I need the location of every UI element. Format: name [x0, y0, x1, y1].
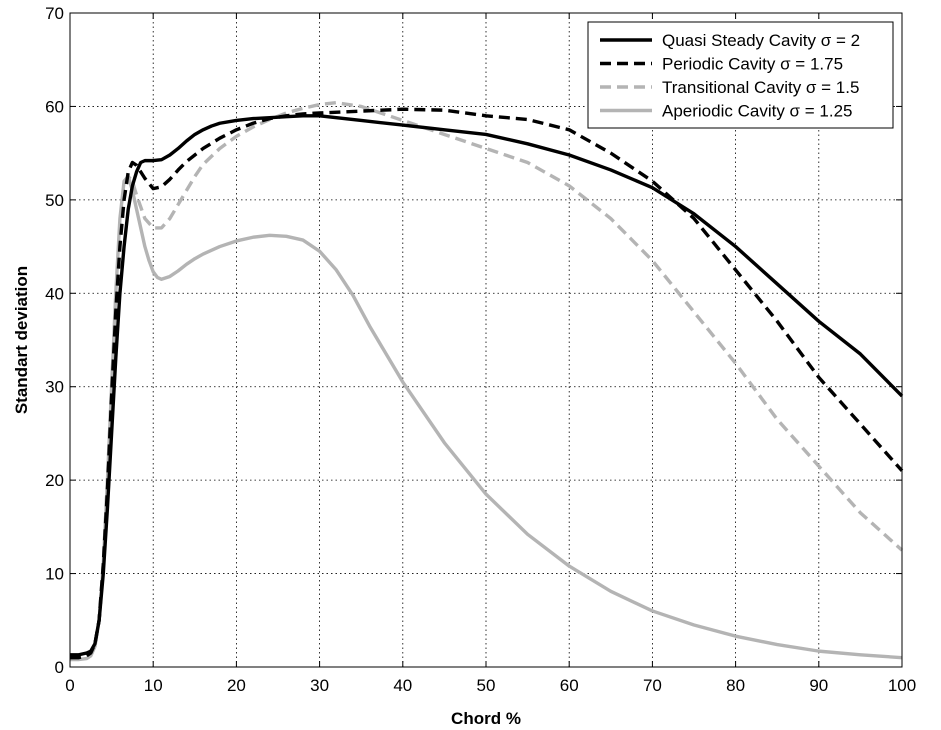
x-tick-label: 60: [560, 676, 579, 695]
series-group: [70, 100, 904, 662]
legend-label: Quasi Steady Cavity σ = 2: [662, 31, 860, 50]
legend-label: Transitional Cavity σ = 1.5: [662, 78, 859, 97]
y-tick-label: 10: [45, 565, 64, 584]
x-tick-label: 80: [726, 676, 745, 695]
x-axis-label: Chord %: [451, 709, 521, 728]
x-tick-label: 0: [65, 676, 74, 695]
y-tick-label: 40: [45, 284, 64, 303]
y-tick-label: 60: [45, 97, 64, 116]
series-line-quasi: [70, 114, 904, 657]
legend-label: Aperiodic Cavity σ = 1.25: [662, 102, 853, 121]
x-tick-label: 30: [310, 676, 329, 695]
x-tick-label: 50: [477, 676, 496, 695]
series-line-periodic: [70, 107, 904, 660]
y-tick-label: 0: [55, 658, 64, 677]
y-tick-label: 50: [45, 191, 64, 210]
axis-ticks: 0 10 20 30 40 50 60 70 80 90 100 0 10 20 30 40 50 60 70: [45, 4, 916, 695]
x-tick-label: 40: [393, 676, 412, 695]
y-tick-label: 20: [45, 471, 64, 490]
x-tick-label: 70: [643, 676, 662, 695]
x-tick-label: 100: [888, 676, 916, 695]
x-tick-label: 10: [144, 676, 163, 695]
legend: Quasi Steady Cavity σ = 2 Periodic Cavity…: [587, 21, 894, 129]
legend-label: Periodic Cavity σ = 1.75: [662, 55, 843, 74]
x-tick-label: 20: [227, 676, 246, 695]
y-tick-label: 30: [45, 378, 64, 397]
y-tick-label: 70: [45, 4, 64, 23]
x-tick-label: 90: [809, 676, 828, 695]
y-axis-label: Standart deviation: [12, 266, 31, 414]
series-line-aperiodic: [70, 174, 903, 662]
